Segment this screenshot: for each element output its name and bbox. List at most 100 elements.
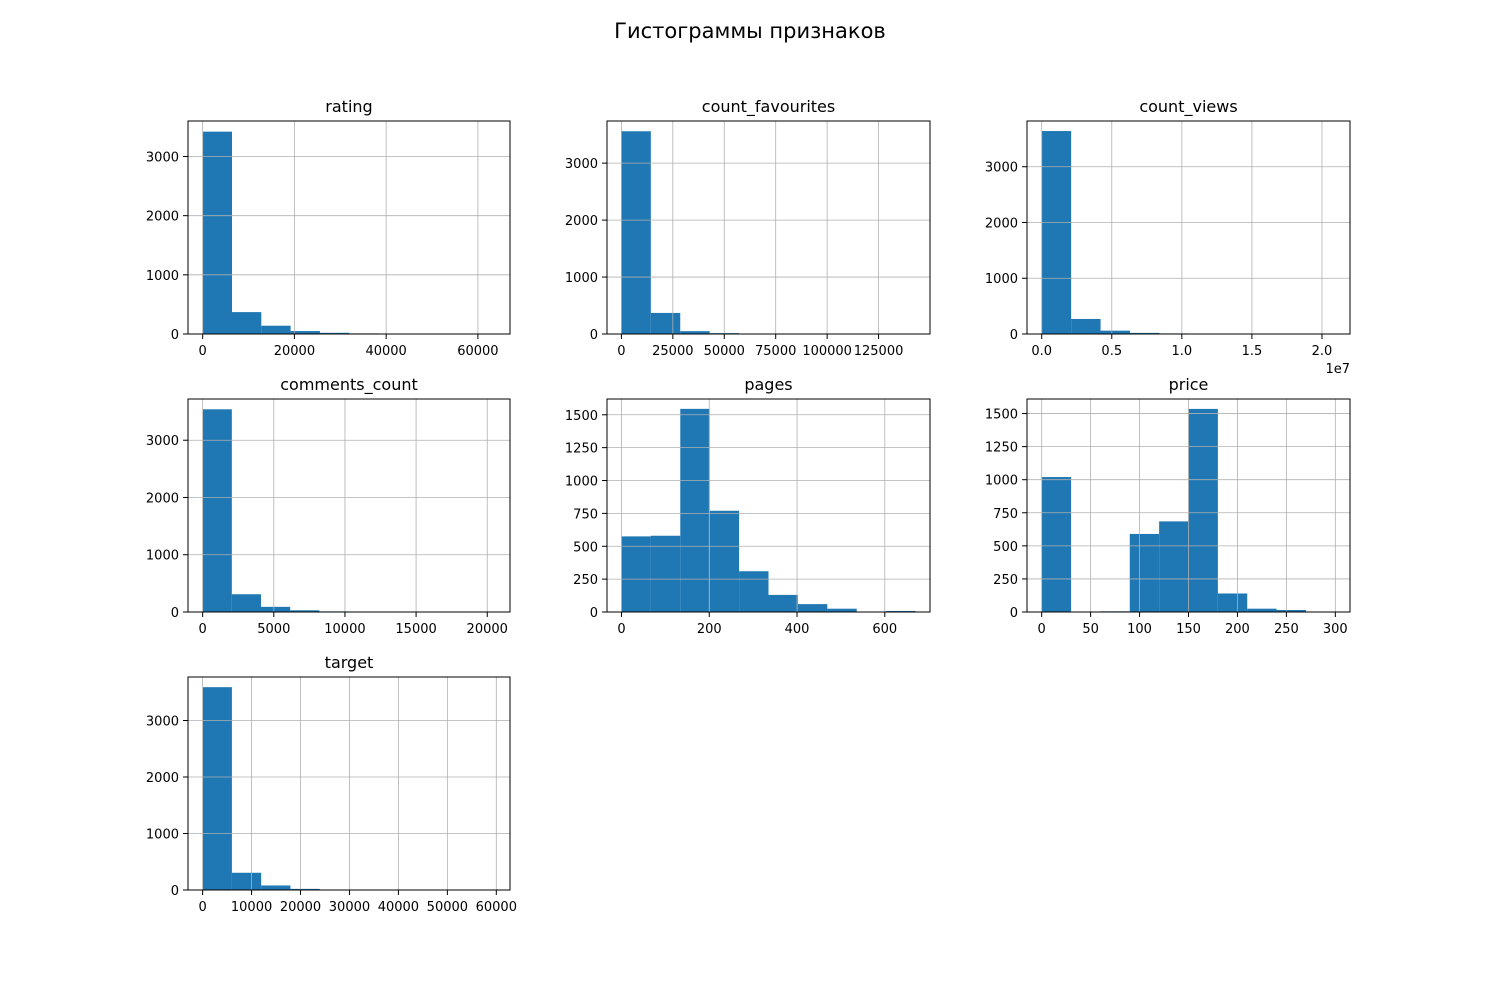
axes-frame bbox=[187, 398, 511, 613]
axes-frame bbox=[606, 398, 931, 613]
y-tick-label: 2000 bbox=[146, 771, 179, 786]
histogram-bar bbox=[290, 610, 320, 612]
x-tick-label: 0 bbox=[1038, 622, 1046, 637]
x-offset-label: 1e7 bbox=[1325, 362, 1350, 377]
x-tick-label: 30000 bbox=[329, 900, 370, 915]
y-tick-label: 1000 bbox=[565, 475, 598, 490]
y-tick-label: 0 bbox=[1010, 328, 1018, 343]
histogram-bar bbox=[231, 872, 262, 890]
x-tick-label: 0 bbox=[199, 622, 207, 637]
y-tick-label: 1250 bbox=[565, 442, 598, 457]
x-tick-label: 600 bbox=[872, 622, 897, 637]
x-tick-label: 20000 bbox=[280, 900, 321, 915]
x-tick-label: 50 bbox=[1082, 622, 1099, 637]
histogram-panel-target: 0 10000 20000 30000 40000 50000 60000 0 1000 2000… bbox=[146, 653, 517, 915]
histogram-bar bbox=[709, 510, 740, 612]
y-tick-label: 1000 bbox=[146, 549, 179, 564]
y-tick-label: 0 bbox=[590, 328, 598, 343]
x-tick-label: 40000 bbox=[378, 900, 419, 915]
x-tick-label: 250 bbox=[1274, 622, 1299, 637]
y-tick-label: 3000 bbox=[985, 161, 1018, 176]
histogram-panel-count-views: 0.0 0.5 1.0 1.5 2.0 0 1000 2000 3000 count_views 1… bbox=[985, 97, 1351, 377]
x-tick-label: 150 bbox=[1176, 622, 1201, 637]
histogram-bar bbox=[739, 571, 769, 612]
figure-title: Гистограммы признаков bbox=[614, 19, 886, 43]
histogram-bar bbox=[261, 885, 291, 890]
y-tick-label: 750 bbox=[573, 507, 598, 522]
y-tick-label: 1000 bbox=[985, 474, 1018, 489]
histogram-bar bbox=[202, 409, 232, 612]
x-tick-label: 300 bbox=[1323, 622, 1348, 637]
y-tick-label: 3000 bbox=[146, 715, 179, 730]
histogram-bar bbox=[650, 535, 681, 612]
histogram-bar bbox=[202, 687, 232, 890]
histogram-bar bbox=[319, 332, 350, 334]
histogram-bar bbox=[1276, 610, 1306, 612]
x-tick-label: 5000 bbox=[257, 622, 290, 637]
x-tick-label: 50000 bbox=[427, 900, 468, 915]
x-tick-label: 100000 bbox=[802, 344, 852, 359]
subplot-title: comments_count bbox=[280, 375, 418, 395]
y-tick-label: 500 bbox=[573, 540, 598, 555]
y-tick-label: 0 bbox=[1010, 606, 1018, 621]
subplot-title: price bbox=[1169, 375, 1209, 394]
y-tick-label: 2000 bbox=[565, 214, 598, 229]
y-tick-label: 2000 bbox=[985, 216, 1018, 231]
x-tick-label: 200 bbox=[697, 622, 722, 637]
x-tick-label: 50000 bbox=[704, 344, 745, 359]
y-tick-label: 1000 bbox=[146, 828, 179, 843]
x-tick-label: 200 bbox=[1225, 622, 1250, 637]
histogram-bar bbox=[827, 608, 857, 612]
x-tick-label: 125000 bbox=[854, 344, 904, 359]
x-tick-label: 0 bbox=[199, 344, 207, 359]
histogram-bar bbox=[1129, 332, 1160, 334]
histogram-bar bbox=[1041, 131, 1072, 334]
histogram-panel-comments-count: 0 5000 10000 15000 20000 0 1000 2000 3000 comment… bbox=[146, 375, 511, 637]
y-tick-label: 2000 bbox=[146, 210, 179, 225]
y-tick-label: 3000 bbox=[146, 151, 179, 166]
x-tick-label: 20000 bbox=[467, 622, 508, 637]
subplot-title: target bbox=[325, 653, 374, 672]
x-tick-label: 60000 bbox=[476, 900, 517, 915]
x-tick-label: 100 bbox=[1127, 622, 1152, 637]
y-tick-label: 1500 bbox=[985, 408, 1018, 423]
x-tick-label: 1.5 bbox=[1242, 344, 1263, 359]
histogram-bar bbox=[650, 312, 681, 334]
histogram-bar bbox=[1247, 608, 1277, 612]
x-tick-label: 1.0 bbox=[1172, 344, 1193, 359]
y-tick-label: 3000 bbox=[146, 434, 179, 449]
histogram-bar bbox=[680, 331, 710, 334]
histogram-panel-rating: 0 20000 40000 60000 0 1000 2000 3000 rating bbox=[146, 97, 511, 359]
x-tick-label: 60000 bbox=[457, 344, 498, 359]
y-tick-label: 750 bbox=[993, 507, 1018, 522]
histogram-bar bbox=[1159, 521, 1189, 612]
histogram-bar bbox=[1217, 593, 1248, 612]
histogram-panel-count-favourites: 0 25000 50000 75000 100000 125000 0 1000 2000 300… bbox=[565, 97, 931, 359]
x-tick-label: 40000 bbox=[365, 344, 406, 359]
x-tick-label: 0 bbox=[198, 900, 206, 915]
histogram-bar bbox=[290, 888, 320, 890]
histogram-bar bbox=[260, 606, 291, 612]
y-tick-label: 0 bbox=[171, 328, 179, 343]
y-tick-label: 1000 bbox=[985, 272, 1018, 287]
y-tick-label: 500 bbox=[993, 540, 1018, 555]
y-tick-label: 0 bbox=[171, 884, 179, 899]
y-tick-label: 0 bbox=[171, 606, 179, 621]
histogram-bar bbox=[202, 131, 232, 334]
histogram-bar bbox=[886, 610, 916, 612]
y-tick-label: 1000 bbox=[565, 271, 598, 286]
x-tick-label: 75000 bbox=[755, 344, 796, 359]
histogram-bar bbox=[797, 604, 828, 612]
histogram-bar bbox=[261, 325, 291, 334]
subplot-title: count_views bbox=[1139, 97, 1237, 117]
subplot-title: count_favourites bbox=[702, 97, 835, 117]
x-tick-label: 2.0 bbox=[1312, 344, 1333, 359]
histogram-bar bbox=[1100, 330, 1130, 334]
histogram-bar bbox=[621, 536, 651, 612]
y-tick-label: 1000 bbox=[146, 269, 179, 284]
y-tick-label: 0 bbox=[590, 606, 598, 621]
histogram-panel-price: 0 50 100 150 200 250 300 0 250 500 750 1000 1250 1500… bbox=[985, 375, 1351, 637]
histogram-bar bbox=[1188, 408, 1218, 612]
x-tick-label: 10000 bbox=[324, 622, 365, 637]
